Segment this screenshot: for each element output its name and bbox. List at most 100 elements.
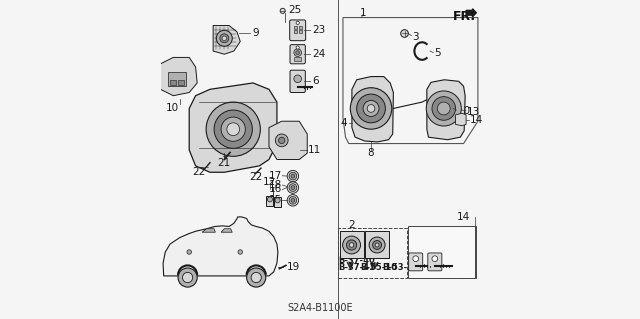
- Circle shape: [187, 250, 191, 254]
- Text: 11: 11: [308, 145, 321, 155]
- Text: 10: 10: [166, 103, 179, 114]
- FancyBboxPatch shape: [290, 45, 305, 64]
- Circle shape: [356, 94, 385, 123]
- Circle shape: [251, 272, 261, 283]
- Circle shape: [182, 272, 193, 283]
- Circle shape: [287, 170, 299, 182]
- Circle shape: [342, 236, 360, 254]
- Text: 14: 14: [470, 115, 483, 125]
- Bar: [294, 30, 297, 33]
- Circle shape: [369, 237, 385, 253]
- Circle shape: [287, 195, 299, 206]
- Bar: [460, 226, 476, 278]
- Text: 8: 8: [368, 148, 374, 158]
- FancyBboxPatch shape: [290, 20, 306, 41]
- Circle shape: [214, 110, 252, 148]
- FancyBboxPatch shape: [290, 70, 305, 93]
- Bar: [266, 196, 273, 206]
- Circle shape: [275, 198, 280, 203]
- Text: 25: 25: [288, 4, 301, 15]
- Polygon shape: [189, 83, 277, 172]
- Circle shape: [280, 8, 285, 13]
- Circle shape: [350, 88, 392, 129]
- Text: B-55-10: B-55-10: [360, 263, 397, 271]
- Bar: [299, 26, 302, 29]
- Text: FR.: FR.: [453, 10, 476, 23]
- Text: B-37-41: B-37-41: [339, 263, 376, 271]
- Circle shape: [294, 75, 301, 83]
- Circle shape: [275, 134, 288, 147]
- FancyBboxPatch shape: [428, 253, 442, 271]
- Circle shape: [372, 241, 381, 249]
- Polygon shape: [213, 26, 240, 54]
- Text: 14: 14: [457, 212, 470, 222]
- Text: 13: 13: [467, 107, 480, 117]
- Circle shape: [296, 51, 300, 55]
- Circle shape: [432, 97, 456, 120]
- Polygon shape: [456, 113, 466, 126]
- Text: 2: 2: [348, 220, 355, 230]
- Circle shape: [227, 123, 239, 136]
- Polygon shape: [163, 217, 278, 276]
- Circle shape: [178, 268, 197, 287]
- Text: 17: 17: [268, 171, 282, 181]
- Circle shape: [289, 172, 297, 180]
- Circle shape: [222, 36, 227, 41]
- Circle shape: [367, 105, 375, 112]
- Text: B-37-40: B-37-40: [339, 256, 375, 265]
- Bar: [294, 57, 301, 61]
- Text: 1: 1: [360, 8, 366, 18]
- Circle shape: [268, 197, 273, 202]
- Text: 18: 18: [268, 180, 282, 190]
- Circle shape: [220, 34, 228, 43]
- Bar: [275, 197, 281, 207]
- Polygon shape: [202, 229, 216, 232]
- Circle shape: [278, 137, 285, 144]
- Bar: [294, 26, 297, 29]
- Circle shape: [349, 243, 354, 247]
- Polygon shape: [352, 77, 394, 142]
- Text: 16: 16: [268, 184, 282, 195]
- Text: 22: 22: [192, 167, 205, 177]
- Polygon shape: [161, 57, 197, 96]
- Text: 12: 12: [262, 177, 276, 188]
- Text: 15: 15: [268, 195, 282, 205]
- Bar: [340, 231, 364, 258]
- Polygon shape: [427, 80, 465, 140]
- Circle shape: [221, 117, 245, 141]
- Polygon shape: [221, 229, 232, 232]
- Bar: [365, 231, 389, 258]
- Text: 3: 3: [413, 32, 419, 42]
- Circle shape: [238, 250, 243, 254]
- Circle shape: [291, 174, 295, 178]
- Text: 24: 24: [312, 49, 325, 59]
- Circle shape: [296, 46, 300, 49]
- Text: 5: 5: [434, 48, 441, 58]
- Bar: [338, 228, 407, 278]
- Circle shape: [413, 256, 419, 262]
- Text: B-53-10: B-53-10: [382, 263, 419, 271]
- Bar: [408, 226, 475, 278]
- Circle shape: [426, 91, 461, 126]
- Circle shape: [206, 102, 260, 156]
- Bar: [168, 72, 186, 86]
- Circle shape: [375, 243, 379, 247]
- Text: 22: 22: [250, 172, 263, 182]
- Text: 9: 9: [252, 28, 259, 39]
- Text: 21: 21: [218, 158, 231, 168]
- Bar: [178, 80, 184, 85]
- Circle shape: [401, 30, 408, 37]
- Polygon shape: [269, 121, 307, 160]
- Circle shape: [216, 30, 232, 46]
- Circle shape: [432, 256, 438, 262]
- FancyBboxPatch shape: [409, 253, 422, 271]
- Bar: [170, 80, 177, 85]
- Text: 4: 4: [340, 118, 347, 129]
- Circle shape: [296, 21, 300, 25]
- Text: 20: 20: [457, 106, 470, 116]
- Circle shape: [289, 184, 297, 191]
- Circle shape: [294, 49, 301, 56]
- Bar: [299, 30, 302, 33]
- Text: S2A4-B1100E: S2A4-B1100E: [287, 303, 353, 313]
- Circle shape: [291, 198, 295, 202]
